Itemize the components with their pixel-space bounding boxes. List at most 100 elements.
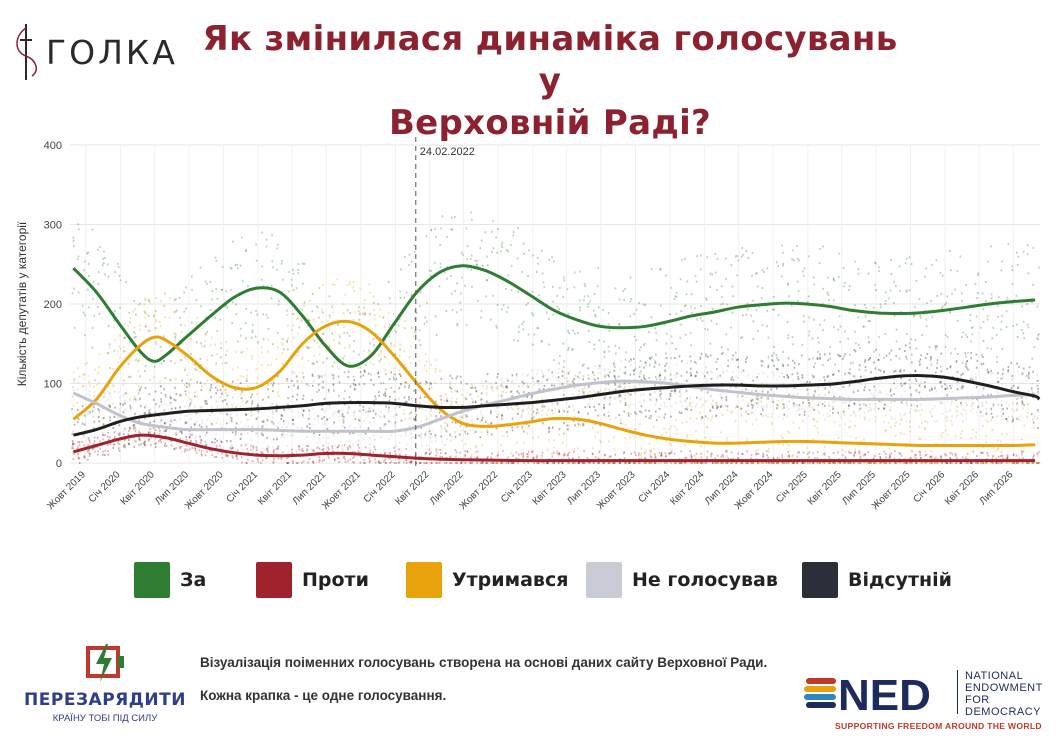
vote-dot [216, 439, 218, 442]
vote-dot [369, 447, 371, 450]
vote-dot [175, 447, 177, 450]
vote-dot [219, 318, 222, 321]
vote-dot [200, 441, 202, 444]
vote-dot [128, 438, 131, 441]
vote-dot [364, 312, 367, 315]
vote-dot [654, 327, 656, 330]
vote-dot [200, 385, 203, 388]
vote-dot [281, 342, 284, 345]
vote-dot [868, 389, 871, 392]
vote-dot [159, 429, 161, 432]
vote-dot [537, 412, 540, 414]
vote-dot [653, 365, 656, 368]
vote-dot [379, 462, 381, 464]
vote-dot [344, 293, 346, 296]
vote-dot [201, 419, 203, 422]
vote-dot [725, 399, 728, 402]
vote-dot [705, 355, 707, 357]
vote-dot [768, 462, 770, 464]
vote-dot [834, 399, 836, 402]
vote-dot [113, 415, 115, 418]
vote-dot [597, 414, 600, 417]
vote-dot [88, 449, 90, 452]
vote-dot [839, 355, 842, 358]
vote-dot [362, 409, 365, 412]
vote-dot [634, 367, 637, 370]
vote-dot [632, 462, 635, 464]
vote-dot [174, 340, 176, 342]
vote-dot [155, 297, 157, 300]
vote-dot [556, 402, 559, 405]
vote-dot [199, 357, 202, 360]
vote-dot [474, 386, 477, 389]
vote-dot [520, 414, 523, 417]
vote-dot [94, 379, 96, 382]
vote-dot [864, 369, 867, 372]
vote-dot [169, 395, 171, 398]
vote-dot [700, 254, 702, 257]
vote-dot [862, 403, 865, 405]
vote-dot [135, 313, 137, 316]
vote-dot [363, 438, 366, 441]
vote-dot [663, 427, 665, 430]
vote-dot [619, 462, 621, 464]
vote-dot [252, 414, 255, 416]
vote-dot [226, 454, 229, 457]
vote-dot [690, 453, 693, 456]
vote-dot [147, 432, 150, 435]
vote-dot [107, 399, 110, 402]
vote-dot [451, 377, 454, 380]
vote-dot [745, 396, 748, 399]
vote-dot [418, 339, 421, 342]
vote-dot [895, 328, 898, 331]
vote-dot [286, 314, 288, 316]
vote-dot [460, 419, 462, 422]
vote-dot [94, 446, 96, 449]
vote-dot [650, 385, 653, 388]
vote-dot [426, 301, 428, 304]
vote-dot [446, 400, 449, 403]
vote-dot [515, 451, 518, 454]
vote-dot [312, 449, 314, 452]
vote-dot [231, 455, 234, 458]
vote-dot [895, 421, 897, 424]
vote-dot [388, 323, 391, 326]
vote-dot [465, 425, 468, 428]
vote-dot [762, 371, 764, 374]
vote-dot [716, 376, 718, 379]
vote-dot [899, 370, 902, 373]
vote-dot [441, 449, 443, 452]
vote-dot [671, 449, 673, 452]
vote-dot [900, 454, 903, 457]
vote-dot [287, 403, 289, 406]
vote-dot [209, 308, 212, 311]
vote-dot [388, 335, 391, 338]
vote-dot [848, 384, 851, 387]
vote-dot [295, 375, 298, 378]
vote-dot [643, 451, 646, 454]
vote-dot [726, 409, 729, 412]
vote-dot [558, 410, 560, 413]
vote-dot [505, 391, 508, 394]
vote-dot [383, 449, 385, 451]
vote-dot [138, 389, 141, 392]
vote-dot [174, 310, 177, 313]
vote-dot [592, 426, 594, 429]
vote-dot [415, 402, 418, 405]
vote-dot [332, 383, 334, 386]
vote-dot [236, 410, 239, 413]
vote-dot [865, 404, 867, 407]
vote-dot [72, 239, 75, 242]
vote-dot [730, 457, 733, 460]
vote-dot [133, 398, 135, 401]
vote-dot [77, 417, 80, 420]
vote-dot [776, 378, 779, 381]
vote-dot [689, 355, 691, 358]
vote-dot [624, 288, 626, 290]
vote-dot [277, 405, 279, 407]
vote-dot [173, 332, 175, 335]
vote-dot [745, 361, 747, 363]
vote-dot [905, 401, 908, 404]
vote-dot [654, 361, 657, 364]
vote-dot [163, 422, 166, 425]
